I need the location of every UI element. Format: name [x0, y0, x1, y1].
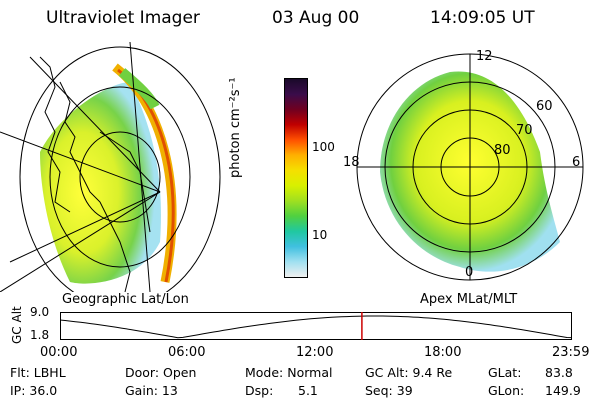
apex-image-panel: 12 6 0 18 60 70 80 — [340, 42, 600, 292]
timeline-xtick-2359: 23:59 — [552, 345, 590, 360]
gc-alt-status: GC Alt: 9.4 Re — [365, 365, 453, 380]
timeline-xtick-0000: 00:00 — [40, 345, 78, 360]
timeline-xtick-0600: 06:00 — [168, 345, 206, 360]
colorbar-tick-10: 10 — [312, 228, 328, 242]
dsp-value: 5.1 — [298, 383, 318, 398]
gain-status: Gain: 13 — [125, 383, 178, 398]
mlt-label-12: 12 — [476, 49, 493, 64]
mlt-label-0: 0 — [465, 265, 473, 280]
timeline-ytick-high: 9.0 — [30, 305, 50, 319]
instrument-title: Ultraviolet Imager — [46, 8, 200, 28]
glon-value: 149.9 — [545, 383, 581, 398]
header: Ultraviolet Imager 03 Aug 00 14:09:05 UT — [0, 0, 600, 40]
filter-status: Flt: LBHL — [10, 365, 66, 380]
colorbar-tick-100: 100 — [312, 140, 335, 154]
mlat-label-70: 70 — [516, 123, 533, 138]
seq-status: Seq: 39 — [365, 383, 413, 398]
geographic-image-panel — [0, 41, 245, 308]
date-label: 03 Aug 00 — [272, 8, 360, 28]
geographic-caption: Geographic Lat/Lon — [62, 292, 189, 307]
orbit-timeline — [59, 312, 573, 340]
mode-status: Mode: Normal — [245, 365, 333, 380]
timeline-xtick-1200: 12:00 — [296, 345, 334, 360]
glon-label: GLon: — [488, 383, 525, 398]
apex-caption: Apex MLat/MLT — [420, 292, 518, 307]
timeline-axis-label: GC Alt — [10, 306, 24, 344]
time-label: 14:09:05 UT — [430, 8, 535, 28]
mlat-label-80: 80 — [494, 143, 511, 158]
geographic-map — [0, 41, 221, 308]
colorbar — [284, 78, 308, 278]
glat-value: 83.8 — [545, 365, 573, 380]
mlt-label-6: 6 — [572, 155, 580, 170]
timeline-ytick-low: 1.8 — [30, 328, 50, 342]
glat-label: GLat: — [488, 365, 522, 380]
ip-status: IP: 36.0 — [10, 383, 58, 398]
mlt-label-18: 18 — [343, 155, 360, 170]
dsp-label: Dsp: — [245, 383, 274, 398]
timeline-xtick-1800: 18:00 — [424, 345, 462, 360]
door-status: Door: Open — [125, 365, 197, 380]
colorbar-label: photon cm⁻²s⁻¹ — [228, 77, 243, 178]
orbit-altitude-curve — [59, 312, 573, 340]
mlat-label-60: 60 — [536, 99, 553, 114]
apex-polar-plot: 12 6 0 18 60 70 80 — [343, 49, 584, 281]
